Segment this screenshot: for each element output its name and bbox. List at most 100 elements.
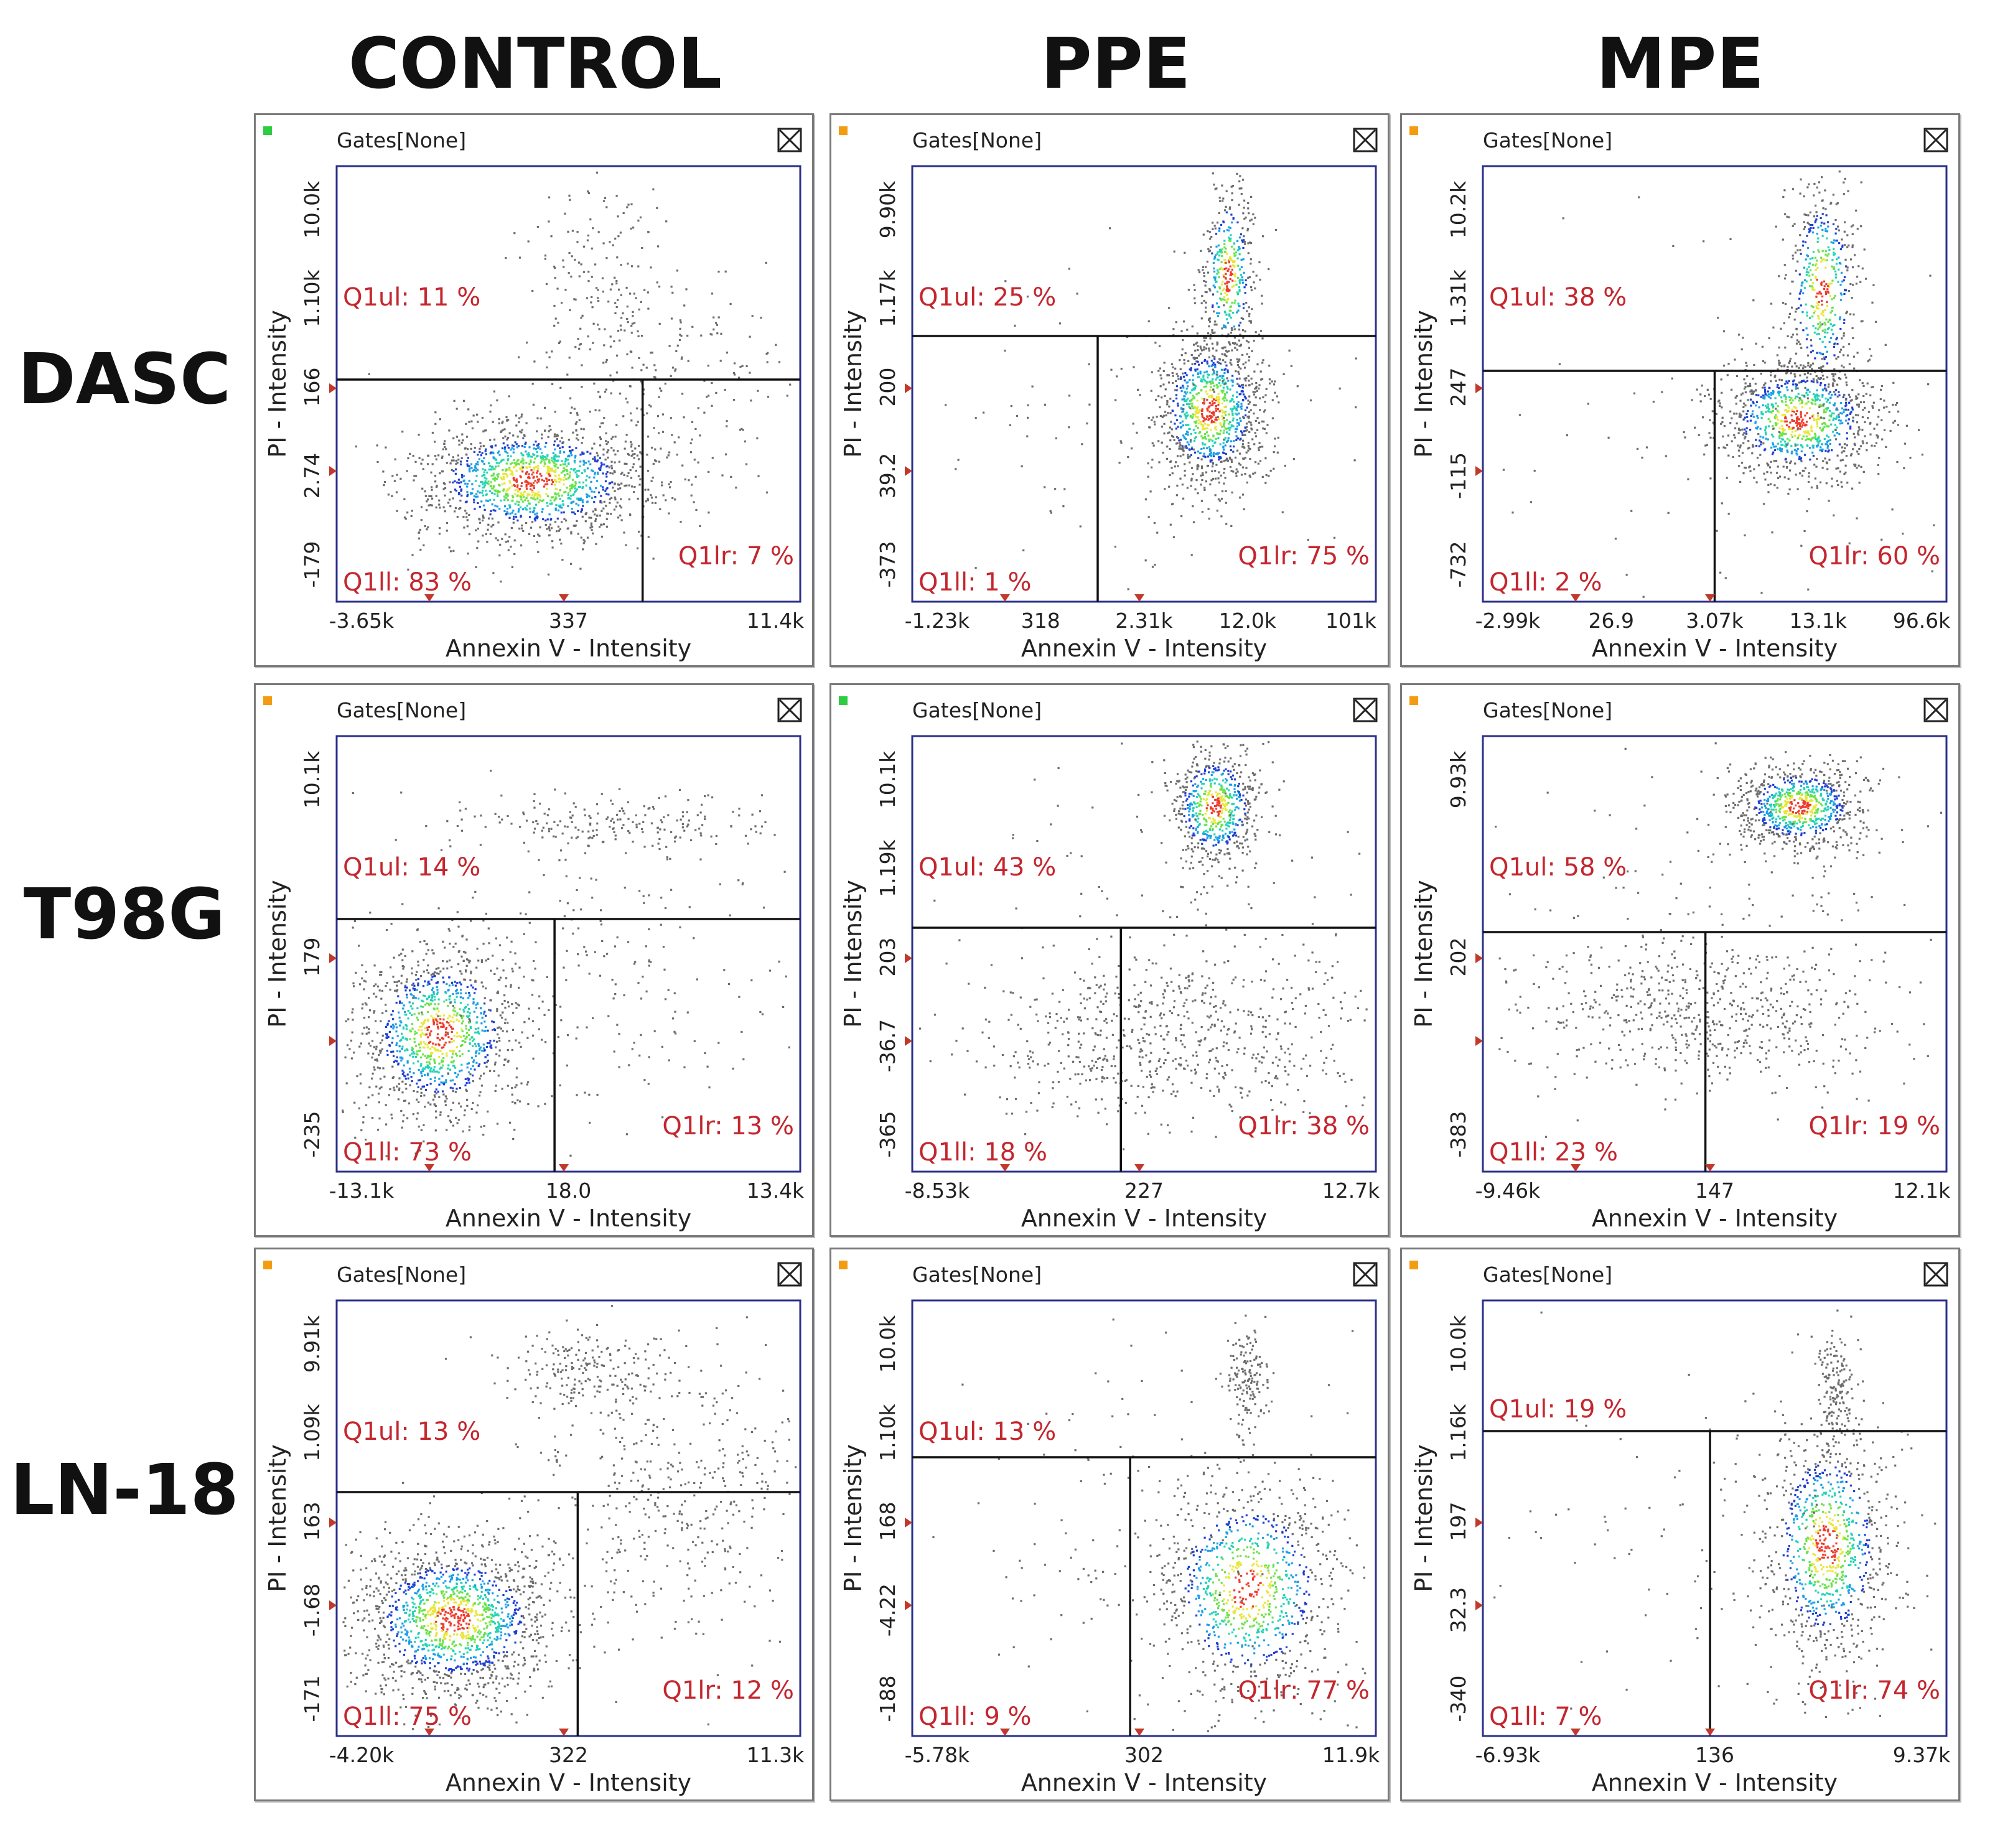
- gates-label: Gates[None]: [1483, 1262, 1612, 1287]
- gate-marker-icon[interactable]: [1571, 1164, 1581, 1172]
- y-tick-label: 168: [876, 1502, 900, 1541]
- y-tick-label: -732: [1446, 541, 1470, 588]
- y-tick-label: 163: [300, 1502, 324, 1541]
- gate-marker-icon[interactable]: [905, 466, 912, 476]
- close-icon[interactable]: [1923, 1262, 1948, 1287]
- gate-marker-icon[interactable]: [424, 1729, 434, 1736]
- gate-marker-icon[interactable]: [1134, 594, 1145, 602]
- gate-marker-icon[interactable]: [1571, 594, 1581, 602]
- gate-marker-icon[interactable]: [905, 1518, 912, 1528]
- gate-marker-icon[interactable]: [424, 1164, 434, 1172]
- close-icon[interactable]: [777, 128, 802, 152]
- y-tick-label: 32.3: [1446, 1587, 1470, 1633]
- x-axis-label: Annexin V - Intensity: [1592, 635, 1838, 662]
- gate-marker-icon[interactable]: [905, 1600, 912, 1610]
- quadrant-label-ll: Q1ll: 7 %: [1489, 1702, 1602, 1731]
- gate-marker-icon[interactable]: [424, 594, 434, 602]
- y-tick-label: 10.2k: [1446, 180, 1470, 238]
- gate-marker-icon[interactable]: [1000, 594, 1010, 602]
- close-icon[interactable]: [777, 698, 802, 722]
- x-axis-label: Annexin V - Intensity: [1021, 1769, 1267, 1796]
- gate-marker-icon[interactable]: [329, 383, 337, 393]
- panel-ln18-mpe: Gates[None] Q1ul: 19 % Q1ll: 7 % Q1lr: 74 %…: [1400, 1248, 1960, 1801]
- close-icon[interactable]: [1923, 128, 1948, 152]
- x-tick-label: 318: [1021, 609, 1060, 633]
- gate-marker-icon[interactable]: [1475, 383, 1483, 393]
- y-tick-label: 202: [1446, 938, 1470, 977]
- row-header-ln18: LN-18: [10, 1450, 239, 1531]
- gate-marker-icon[interactable]: [905, 383, 912, 393]
- status-indicator: [839, 126, 848, 135]
- x-axis-label: Annexin V - Intensity: [446, 635, 691, 662]
- y-tick-label: -171: [300, 1676, 324, 1722]
- y-tick-label: 203: [876, 938, 900, 977]
- gate-marker-icon[interactable]: [329, 1600, 337, 1610]
- plot-frame: [1482, 735, 1948, 1173]
- y-axis-label: PI - Intensity: [1410, 310, 1437, 457]
- gate-marker-icon[interactable]: [1475, 1036, 1483, 1046]
- y-tick-label: 1.17k: [876, 269, 900, 327]
- x-tick-label: 322: [549, 1743, 588, 1767]
- gate-marker-icon[interactable]: [559, 1164, 569, 1172]
- gate-marker-icon[interactable]: [329, 1518, 337, 1528]
- scatter-plot: Gates[None] Q1ul: 13 % Q1ll: 75 % Q1lr: 12 …: [263, 1261, 805, 1796]
- close-icon[interactable]: [777, 1262, 802, 1287]
- gate-marker-icon[interactable]: [329, 953, 337, 963]
- gate-marker-icon[interactable]: [1705, 594, 1716, 602]
- x-axis-label: Annexin V - Intensity: [1592, 1769, 1838, 1796]
- quadrant-label-lr: Q1lr: 19 %: [1808, 1112, 1940, 1141]
- close-icon[interactable]: [1353, 698, 1378, 722]
- gate-marker-icon[interactable]: [905, 953, 912, 963]
- gate-marker-icon[interactable]: [905, 1036, 912, 1046]
- gate-marker-icon[interactable]: [1000, 1164, 1010, 1172]
- close-icon[interactable]: [1353, 1262, 1378, 1287]
- event-dots: [342, 770, 790, 1157]
- panel-ln18-control: Gates[None] Q1ul: 13 % Q1ll: 75 % Q1lr: 12 …: [254, 1248, 814, 1801]
- x-tick-label: -3.65k: [329, 609, 395, 633]
- gate-marker-icon[interactable]: [329, 1036, 337, 1046]
- quadrant-label-ul: Q1ul: 19 %: [1489, 1395, 1627, 1424]
- gate-marker-icon[interactable]: [1134, 1164, 1145, 1172]
- y-axis-label: PI - Intensity: [264, 880, 291, 1027]
- quadrant-label-ll: Q1ll: 18 %: [918, 1138, 1047, 1167]
- y-axis-label: PI - Intensity: [264, 1444, 291, 1592]
- quadrant-label-lr: Q1lr: 75 %: [1238, 542, 1370, 571]
- x-tick-label: 11.9k: [1322, 1743, 1380, 1767]
- gate-marker-icon[interactable]: [1475, 1600, 1483, 1610]
- quadrant-label-ul: Q1ul: 43 %: [918, 853, 1056, 882]
- x-tick-label: -5.78k: [905, 1743, 970, 1767]
- x-tick-label: 11.3k: [747, 1743, 805, 1767]
- quadrant-label-ul: Q1ul: 13 %: [343, 1417, 480, 1446]
- close-icon[interactable]: [1353, 128, 1378, 152]
- plot-frame: [911, 735, 1377, 1173]
- quadrant-label-ul: Q1ul: 13 %: [918, 1417, 1056, 1446]
- y-tick-label: 9.91k: [300, 1315, 324, 1373]
- gate-marker-icon[interactable]: [1475, 953, 1483, 963]
- quadrant-label-ul: Q1ul: 58 %: [1489, 853, 1627, 882]
- y-tick-label: -1.68: [300, 1584, 324, 1636]
- column-header-ppe: PPE: [1040, 24, 1191, 105]
- panel-dasc-ppe: Gates[None] Q1ul: 25 % Q1ll: 1 % Q1lr: 75 %…: [829, 113, 1390, 667]
- gate-marker-icon[interactable]: [1705, 1164, 1716, 1172]
- gate-marker-icon[interactable]: [1475, 466, 1483, 476]
- x-tick-label: 11.4k: [747, 609, 805, 633]
- close-icon[interactable]: [1923, 698, 1948, 722]
- gate-marker-icon[interactable]: [1134, 1729, 1145, 1736]
- gate-marker-icon[interactable]: [559, 594, 569, 602]
- gate-marker-icon[interactable]: [1571, 1729, 1581, 1736]
- y-tick-label: -115: [1446, 452, 1470, 499]
- x-tick-label: 2.31k: [1115, 609, 1173, 633]
- gate-marker-icon[interactable]: [1000, 1729, 1010, 1736]
- x-tick-label: 227: [1124, 1178, 1164, 1203]
- gate-marker-icon[interactable]: [559, 1729, 569, 1736]
- gate-marker-icon[interactable]: [329, 466, 337, 476]
- gate-marker-icon[interactable]: [1705, 1729, 1716, 1736]
- event-dots: [1502, 170, 1935, 598]
- scatter-plot: Gates[None] Q1ul: 43 % Q1ll: 18 % Q1lr: 38 …: [839, 696, 1380, 1232]
- event-dots: [919, 740, 1368, 1150]
- quadrant-label-ll: Q1ll: 2 %: [1489, 568, 1602, 597]
- gate-marker-icon[interactable]: [1475, 1518, 1483, 1528]
- quadrant-label-ll: Q1ll: 1 %: [918, 568, 1032, 597]
- x-tick-label: -6.93k: [1475, 1743, 1541, 1767]
- status-indicator: [839, 1261, 848, 1269]
